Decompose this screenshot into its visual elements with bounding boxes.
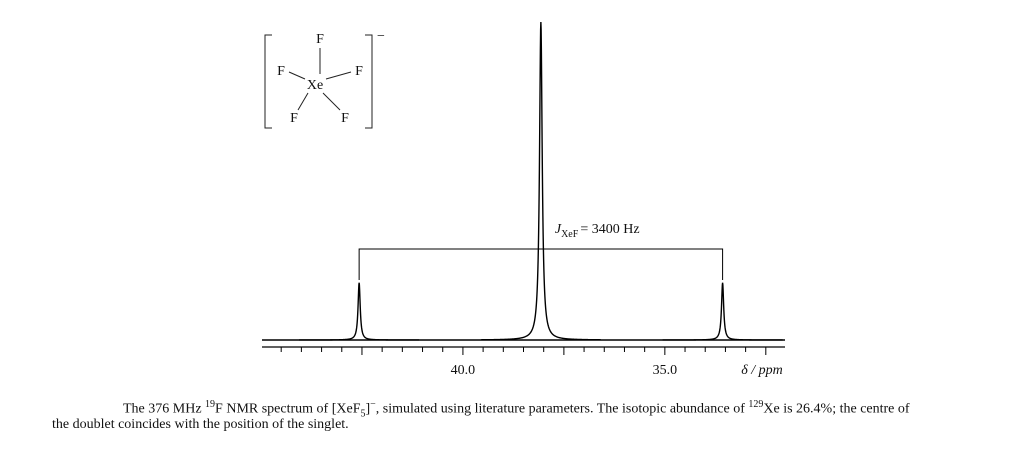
annotation-text: = 3400 Hz — [580, 222, 639, 237]
peak — [480, 21, 601, 341]
caption-text: ] — [365, 401, 371, 417]
atom: F — [277, 64, 285, 79]
bond — [297, 92, 309, 111]
caption-line: the doublet coincides with the position … — [52, 417, 349, 433]
x-axis-label: δ / ppm — [741, 363, 783, 378]
atom: Xe — [307, 78, 323, 93]
annotation: JXeF = 3400 Hz — [555, 222, 640, 240]
atom: F — [355, 64, 363, 79]
caption-text: 19 — [205, 399, 216, 410]
caption-text: 5 — [360, 408, 366, 420]
caption-text: , simulated using literature parameters.… — [375, 401, 749, 417]
caption-text: 129 — [748, 399, 764, 410]
peak — [299, 282, 420, 341]
annotation-subscript: XeF — [561, 229, 579, 240]
caption-text: the doublet coincides with the position … — [52, 417, 349, 432]
caption-line: The 376 MHz 19F NMR spectrum of [XeF5]−,… — [123, 399, 910, 419]
atom: F — [290, 111, 298, 126]
bond — [322, 92, 341, 111]
coupling-bracket — [358, 248, 724, 280]
bond — [288, 71, 306, 80]
x-tick-label: 35.0 — [653, 363, 678, 378]
bracket — [264, 34, 272, 129]
peak — [662, 282, 783, 341]
atom: F — [341, 111, 349, 126]
charge: − — [377, 29, 385, 44]
annotation-symbol: J — [555, 222, 562, 237]
caption-text: F NMR spectrum of [XeF — [215, 401, 361, 417]
caption-text: Xe is 26.4%; the centre of — [763, 401, 910, 417]
structure — [264, 34, 373, 129]
x-tick-label: 40.0 — [451, 363, 476, 378]
atom: F — [316, 32, 324, 47]
bracket — [365, 34, 373, 129]
bond — [325, 71, 352, 80]
caption-text: The 376 MHz — [123, 401, 206, 417]
caption-text: − — [370, 399, 376, 410]
